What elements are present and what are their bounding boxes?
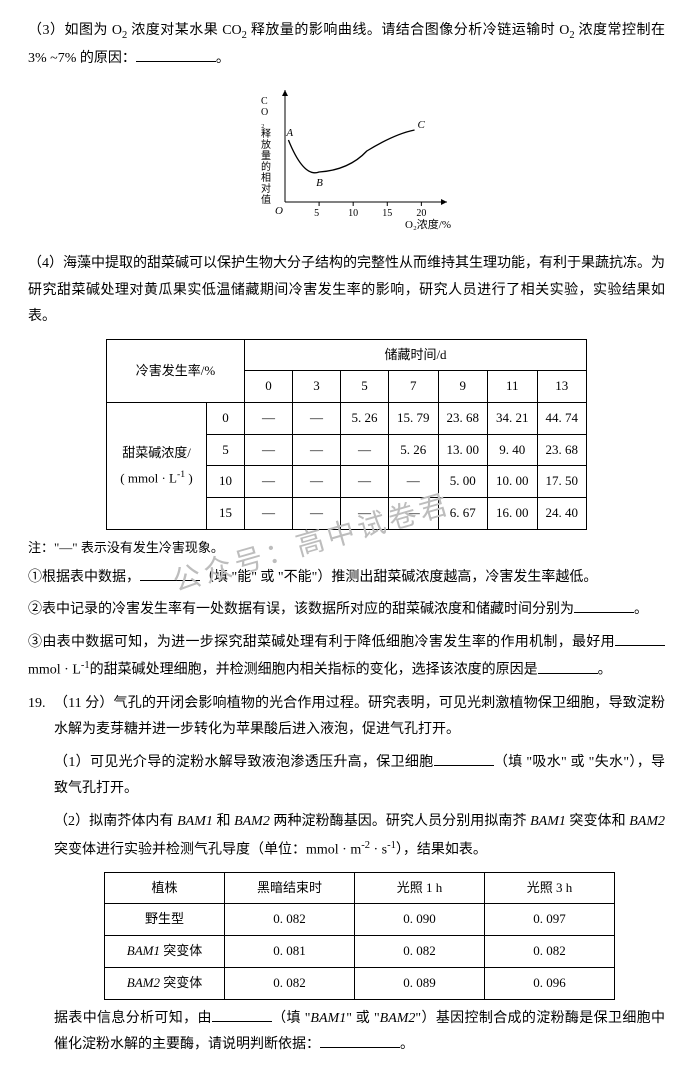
q3-period: 。 <box>216 51 230 66</box>
q19-p1: （1）可见光介导的淀粉水解导致液泡渗透压升高，保卫细胞（填 "吸水" 或 "失水… <box>54 750 665 803</box>
q4-3d: 。 <box>598 663 612 678</box>
sup-m: -2 <box>361 840 370 851</box>
bam2-i2: BAM2 <box>629 814 665 829</box>
q4-2a: ②表中记录的冷害发生率有一处数据有误，该数据所对应的甜菜碱浓度和储藏时间分别为 <box>28 602 574 617</box>
svg-text:值: 值 <box>261 193 271 206</box>
q4-intro: （4）海藻中提取的甜菜碱可以保护生物大分子结构的完整性从而维持其生理功能，有利于… <box>28 251 665 331</box>
q3-c: 释放量的影响曲线。请结合图像分析冷链运输时 O <box>247 23 569 38</box>
svg-text:对: 对 <box>261 182 271 195</box>
q19-ta: 据表中信息分析可知，由 <box>54 1011 212 1026</box>
stomata-table: 植株黑暗结束时光照 1 h光照 3 h野生型0. 0820. 0900. 097… <box>104 872 615 1000</box>
q19-p2f: · s <box>370 842 387 857</box>
svg-text:B: B <box>316 177 323 189</box>
q3-blank <box>136 48 216 62</box>
q19-p2: （2）拟南芥体内有 BAM1 和 BAM2 两种淀粉酶基因。研究人员分别用拟南芥… <box>54 809 665 864</box>
q19-p2d: 突变体和 <box>566 814 629 829</box>
tail-bam2: BAM2 <box>380 1011 416 1026</box>
q19-tail-blank1 <box>212 1008 272 1022</box>
sup-s: -1 <box>387 840 396 851</box>
q19-number: 19. <box>28 691 54 1065</box>
svg-text:15: 15 <box>382 208 392 219</box>
svg-text:C: C <box>417 119 425 131</box>
q19-te: 。 <box>400 1037 414 1052</box>
svg-text:A: A <box>285 127 293 139</box>
bam1-i: BAM1 <box>177 814 213 829</box>
svg-text:10: 10 <box>348 208 358 219</box>
q19-p1-blank <box>434 752 494 766</box>
q3-b: 浓度对某水果 CO <box>127 23 241 38</box>
q4-1b: （填 "能" 或 "不能"）推测出甜菜碱浓度越高，冷害发生率越低。 <box>200 570 597 585</box>
co2-chart: O5101520O₂浓度/%CO₂释放量的相对值ABC <box>28 80 665 241</box>
q19-p2e: 突变体进行实验并检测气孔导度（单位：mmol · m <box>54 842 361 857</box>
svg-text:O: O <box>275 205 283 217</box>
svg-text:5: 5 <box>314 208 319 219</box>
q4-sub3: ③由表中数据可知，为进一步探究甜菜碱处理有利于降低细胞冷害发生率的作用机制，最好… <box>28 630 665 685</box>
bam2-i: BAM2 <box>234 814 270 829</box>
q4-3a: ③由表中数据可知，为进一步探究甜菜碱处理有利于降低细胞冷害发生率的作用机制，最好… <box>28 635 615 650</box>
q4-3c: 的甜菜碱处理细胞，并检测细胞内相关指标的变化，选择该浓度的原因是 <box>90 663 538 678</box>
q3-a: （3）如图为 O <box>28 23 122 38</box>
cold-injury-table: 冷害发生率/%储藏时间/d035791113甜菜碱浓度/( mmol · L-1… <box>106 339 587 530</box>
q19-p2c: 两种淀粉酶基因。研究人员分别用拟南芥 <box>270 814 530 829</box>
q19-intro: （11 分）气孔的开闭会影响植物的光合作用过程。研究表明，可见光刺激植物保卫细胞… <box>54 691 665 744</box>
svg-text:₂: ₂ <box>261 118 265 129</box>
table1-note: 注："—" 表示没有发生冷害现象。 <box>28 536 665 561</box>
q19-p2b: 和 <box>213 814 234 829</box>
svg-text:O: O <box>261 107 268 118</box>
svg-text:C: C <box>261 96 268 107</box>
q19-p2a: （2）拟南芥体内有 <box>54 814 177 829</box>
q19-tb: （填 " <box>272 1011 311 1026</box>
q4-3b: mmol · L <box>28 663 81 678</box>
svg-text:量: 量 <box>261 150 271 162</box>
q19-tail: 据表中信息分析可知，由（填 "BAM1" 或 "BAM2"）基因控制合成的淀粉酶… <box>54 1006 665 1059</box>
q4-3-blank2 <box>538 660 598 674</box>
svg-text:的: 的 <box>261 160 271 173</box>
q3-text: （3）如图为 O2 浓度对某水果 CO2 释放量的影响曲线。请结合图像分析冷链运… <box>28 18 665 72</box>
q19-p2g: ），结果如表。 <box>396 842 487 857</box>
svg-text:放: 放 <box>261 138 271 151</box>
q19-p1a: （1）可见光介导的淀粉水解导致液泡渗透压升高，保卫细胞 <box>54 755 434 770</box>
svg-text:20: 20 <box>416 208 426 219</box>
q4-2b: 。 <box>634 602 648 617</box>
svg-text:相: 相 <box>261 171 271 184</box>
q4-1-blank <box>140 567 200 581</box>
tail-bam1: BAM1 <box>310 1011 346 1026</box>
q4-sub2: ②表中记录的冷害发生率有一处数据有误，该数据所对应的甜菜碱浓度和储藏时间分别为 。 <box>28 597 665 624</box>
q4-sub1: ①根据表中数据， （填 "能" 或 "不能"）推测出甜菜碱浓度越高，冷害发生率越低… <box>28 565 665 592</box>
svg-text:O₂浓度/%: O₂浓度/% <box>405 217 451 230</box>
q19-tc: " 或 " <box>346 1011 379 1026</box>
bam1-i2: BAM1 <box>530 814 566 829</box>
chart-svg: O5101520O₂浓度/%CO₂释放量的相对值ABC <box>237 80 457 230</box>
svg-text:释: 释 <box>261 127 271 140</box>
q4-1a: ①根据表中数据， <box>28 570 140 585</box>
q4-3sup: -1 <box>81 660 90 671</box>
q4-3-blank1 <box>615 632 665 646</box>
q4-2-blank <box>574 599 634 613</box>
q19-tail-blank2 <box>320 1034 400 1048</box>
